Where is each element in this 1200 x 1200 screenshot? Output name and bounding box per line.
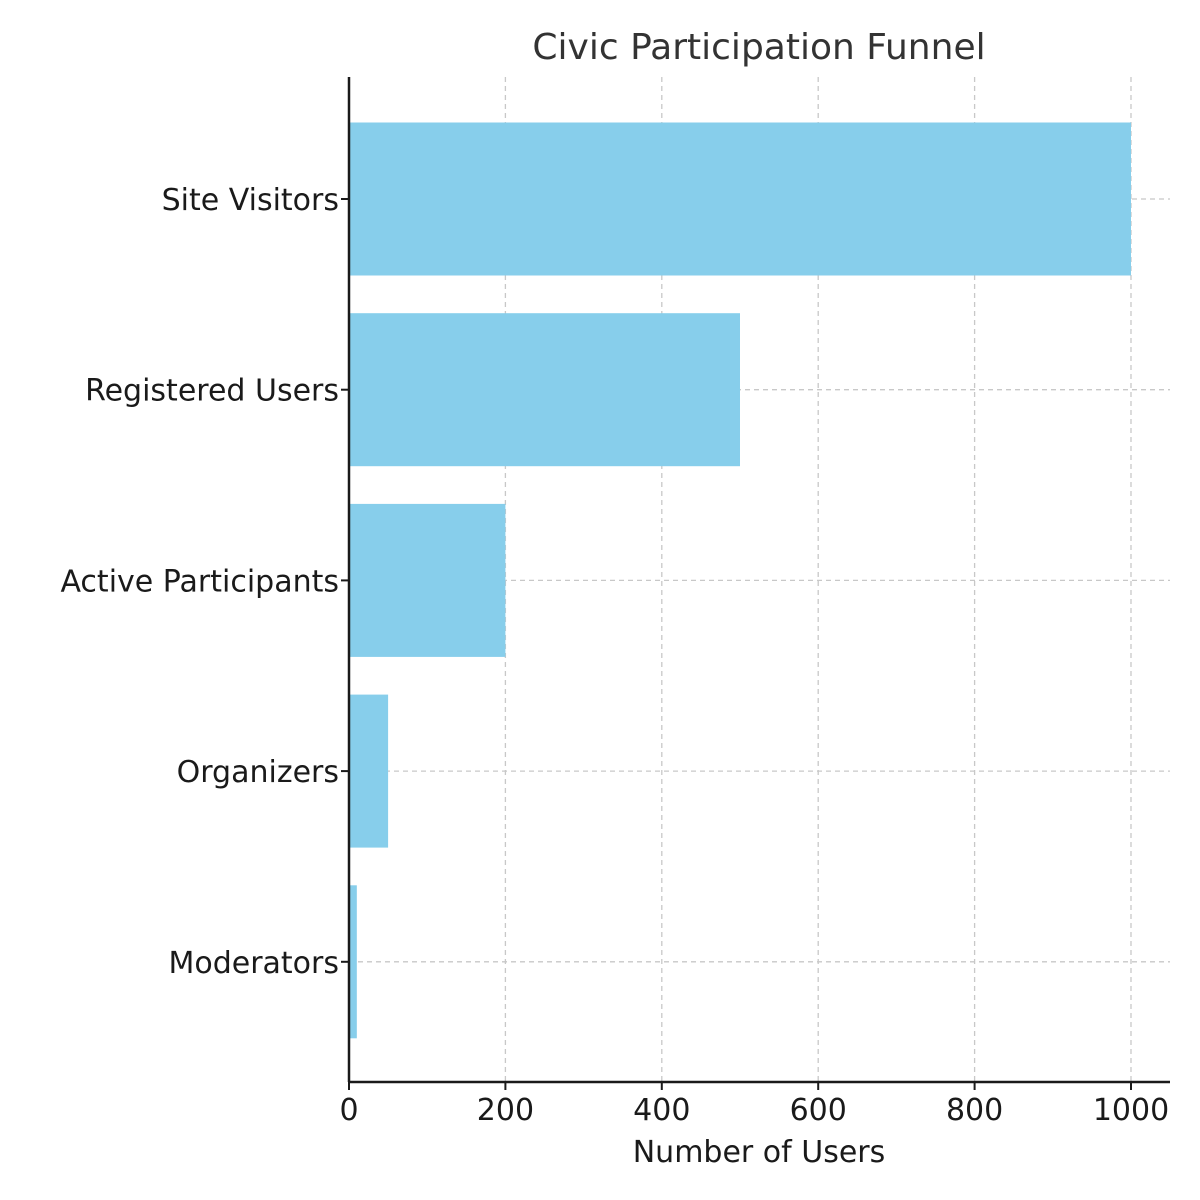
x-tick-label: 600 xyxy=(790,1093,847,1128)
x-axis-title: Number of Users xyxy=(633,1135,886,1170)
chart-title: Civic Participation Funnel xyxy=(532,27,985,68)
bar xyxy=(349,885,357,1039)
labels: 0 200 400 600 800 1000 Site Visitors Registered… xyxy=(60,183,1169,1128)
bar xyxy=(349,122,1131,276)
x-tick-label: 400 xyxy=(633,1093,690,1128)
category-label: Organizers xyxy=(177,755,339,790)
category-label: Site Visitors xyxy=(162,183,339,218)
category-label: Registered Users xyxy=(85,374,339,409)
bars xyxy=(349,122,1131,1039)
bar xyxy=(349,503,506,657)
x-tick-label: 1000 xyxy=(1093,1093,1169,1128)
category-label: Moderators xyxy=(168,946,339,981)
x-tick-label: 800 xyxy=(946,1093,1003,1128)
bar xyxy=(349,313,740,467)
x-tick-label: 0 xyxy=(339,1093,358,1128)
category-label: Active Participants xyxy=(60,564,339,599)
axes xyxy=(341,77,1170,1090)
bar xyxy=(349,694,389,848)
x-tick-label: 200 xyxy=(477,1093,534,1128)
